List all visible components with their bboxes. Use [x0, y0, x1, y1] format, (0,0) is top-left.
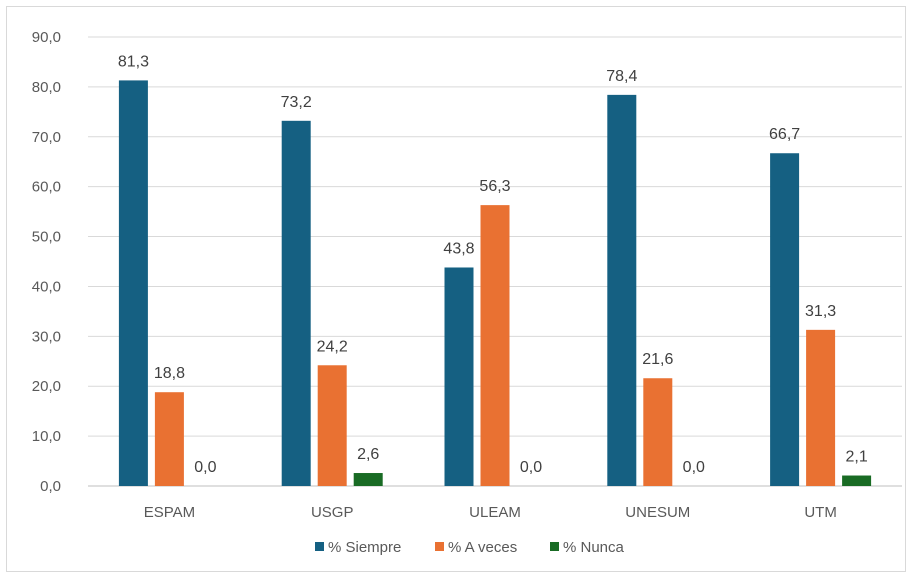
y-tick-label: 40,0: [32, 278, 61, 295]
y-tick-label: 10,0: [32, 428, 61, 445]
data-label: 56,3: [479, 178, 510, 195]
legend-entry-label: % Siempre: [328, 539, 401, 556]
bar-chart: 0,010,020,030,040,050,060,070,080,090,0 …: [7, 7, 907, 573]
bar-unesum-0: [607, 95, 636, 486]
category-label-uleam: ULEAM: [469, 504, 521, 521]
bar-uleam-0: [445, 267, 474, 486]
bar-usgp-1: [318, 365, 347, 486]
data-label: 66,7: [769, 126, 800, 143]
data-label: 0,0: [194, 459, 216, 476]
data-label: 0,0: [520, 459, 542, 476]
legend-swatch: [315, 542, 324, 551]
x-axis-category-labels: ESPAM USGP ULEAM UNESUM UTM: [144, 504, 837, 521]
bar-utm-2: [842, 476, 871, 486]
legend-swatch: [435, 542, 444, 551]
y-tick-label: 50,0: [32, 229, 61, 246]
legend-entry-label: % Nunca: [563, 539, 625, 556]
y-tick-label: 20,0: [32, 378, 61, 395]
data-label: 0,0: [683, 459, 705, 476]
legend-swatch: [550, 542, 559, 551]
data-label: 2,1: [845, 449, 867, 466]
bar-unesum-1: [643, 378, 672, 486]
data-label: 24,2: [317, 338, 348, 355]
bar-utm-0: [770, 153, 799, 486]
category-label-unesum: UNESUM: [625, 504, 690, 521]
data-label: 21,6: [642, 351, 673, 368]
legend-entry-label: % A veces: [448, 539, 517, 556]
y-tick-label: 0,0: [40, 478, 61, 495]
data-label: 73,2: [281, 94, 312, 111]
data-label: 31,3: [805, 303, 836, 320]
data-label: 18,8: [154, 365, 185, 382]
bar-usgp-0: [282, 121, 311, 486]
bar-espam-1: [155, 392, 184, 486]
y-tick-label: 80,0: [32, 79, 61, 96]
bars: [119, 80, 871, 486]
data-label: 78,4: [606, 68, 637, 85]
data-label: 43,8: [443, 240, 474, 257]
chart-frame: 0,0 10,0 20,0 30,0 40,0 50,0 60,0 70,0 80,0 90,0 …: [6, 6, 906, 572]
category-label-utm: UTM: [804, 504, 837, 521]
data-label: 81,3: [118, 53, 149, 70]
y-tick-label: 30,0: [32, 328, 61, 345]
category-label-usgp: USGP: [311, 504, 354, 521]
bar-espam-0: [119, 80, 148, 486]
y-axis-tick-labels: 0,0 10,0 20,0 30,0 40,0 50,0 60,0 70,0 80,0 90,0: [32, 29, 61, 495]
legend: % Siempre % A veces % Nunca: [315, 539, 625, 556]
y-tick-label: 90,0: [32, 29, 61, 46]
y-tick-label: 70,0: [32, 129, 61, 146]
bar-uleam-1: [481, 205, 510, 486]
y-tick-label: 60,0: [32, 179, 61, 196]
bar-utm-1: [806, 330, 835, 486]
category-label-espam: ESPAM: [144, 504, 195, 521]
bar-usgp-2: [354, 473, 383, 486]
data-label: 2,6: [357, 446, 379, 463]
